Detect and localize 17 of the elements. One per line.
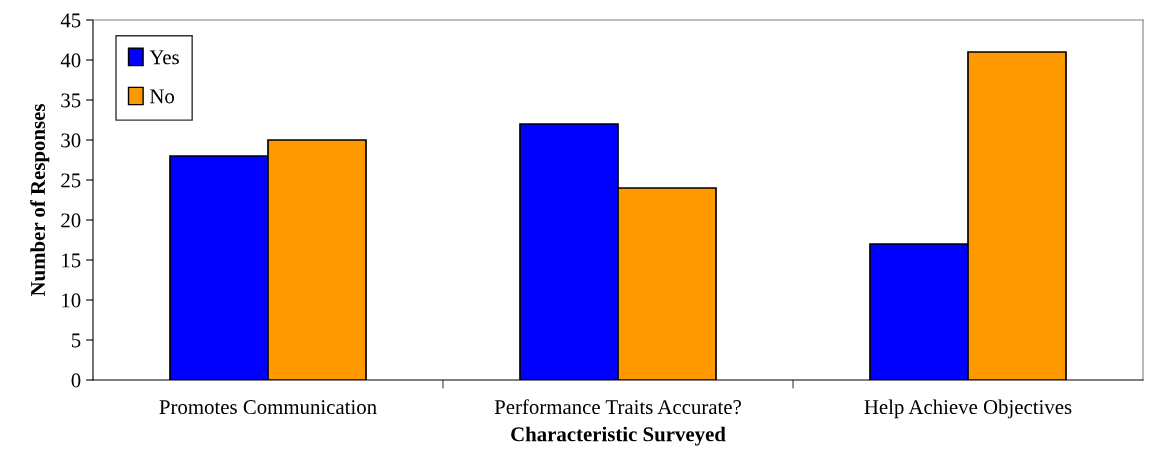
y-tick-label: 5 [71,333,81,348]
y-tick-label: 45 [60,13,81,28]
y-tick-label: 40 [60,53,81,68]
x-axis-title: Characteristic Surveyed [511,426,726,446]
y-tick-label: 35 [61,93,81,108]
legend-label: No [149,89,175,104]
x-tick-label: Promotes Communication [159,400,377,415]
y-tick-label: 25 [61,173,81,188]
y-tick-label: 10 [62,293,81,308]
x-tick-label: Performance Traits Accurate? [494,399,741,415]
y-tick-label: 0 [71,373,81,388]
y-axis-title: Number of Responses [30,104,50,297]
y-tick-label: 30 [61,133,81,148]
x-tick-label: Help Achieve Objectives [864,399,1072,419]
y-tick-label: 20 [61,213,81,228]
y-tick-label: 15 [62,253,81,268]
legend-label: Yes [149,50,179,65]
